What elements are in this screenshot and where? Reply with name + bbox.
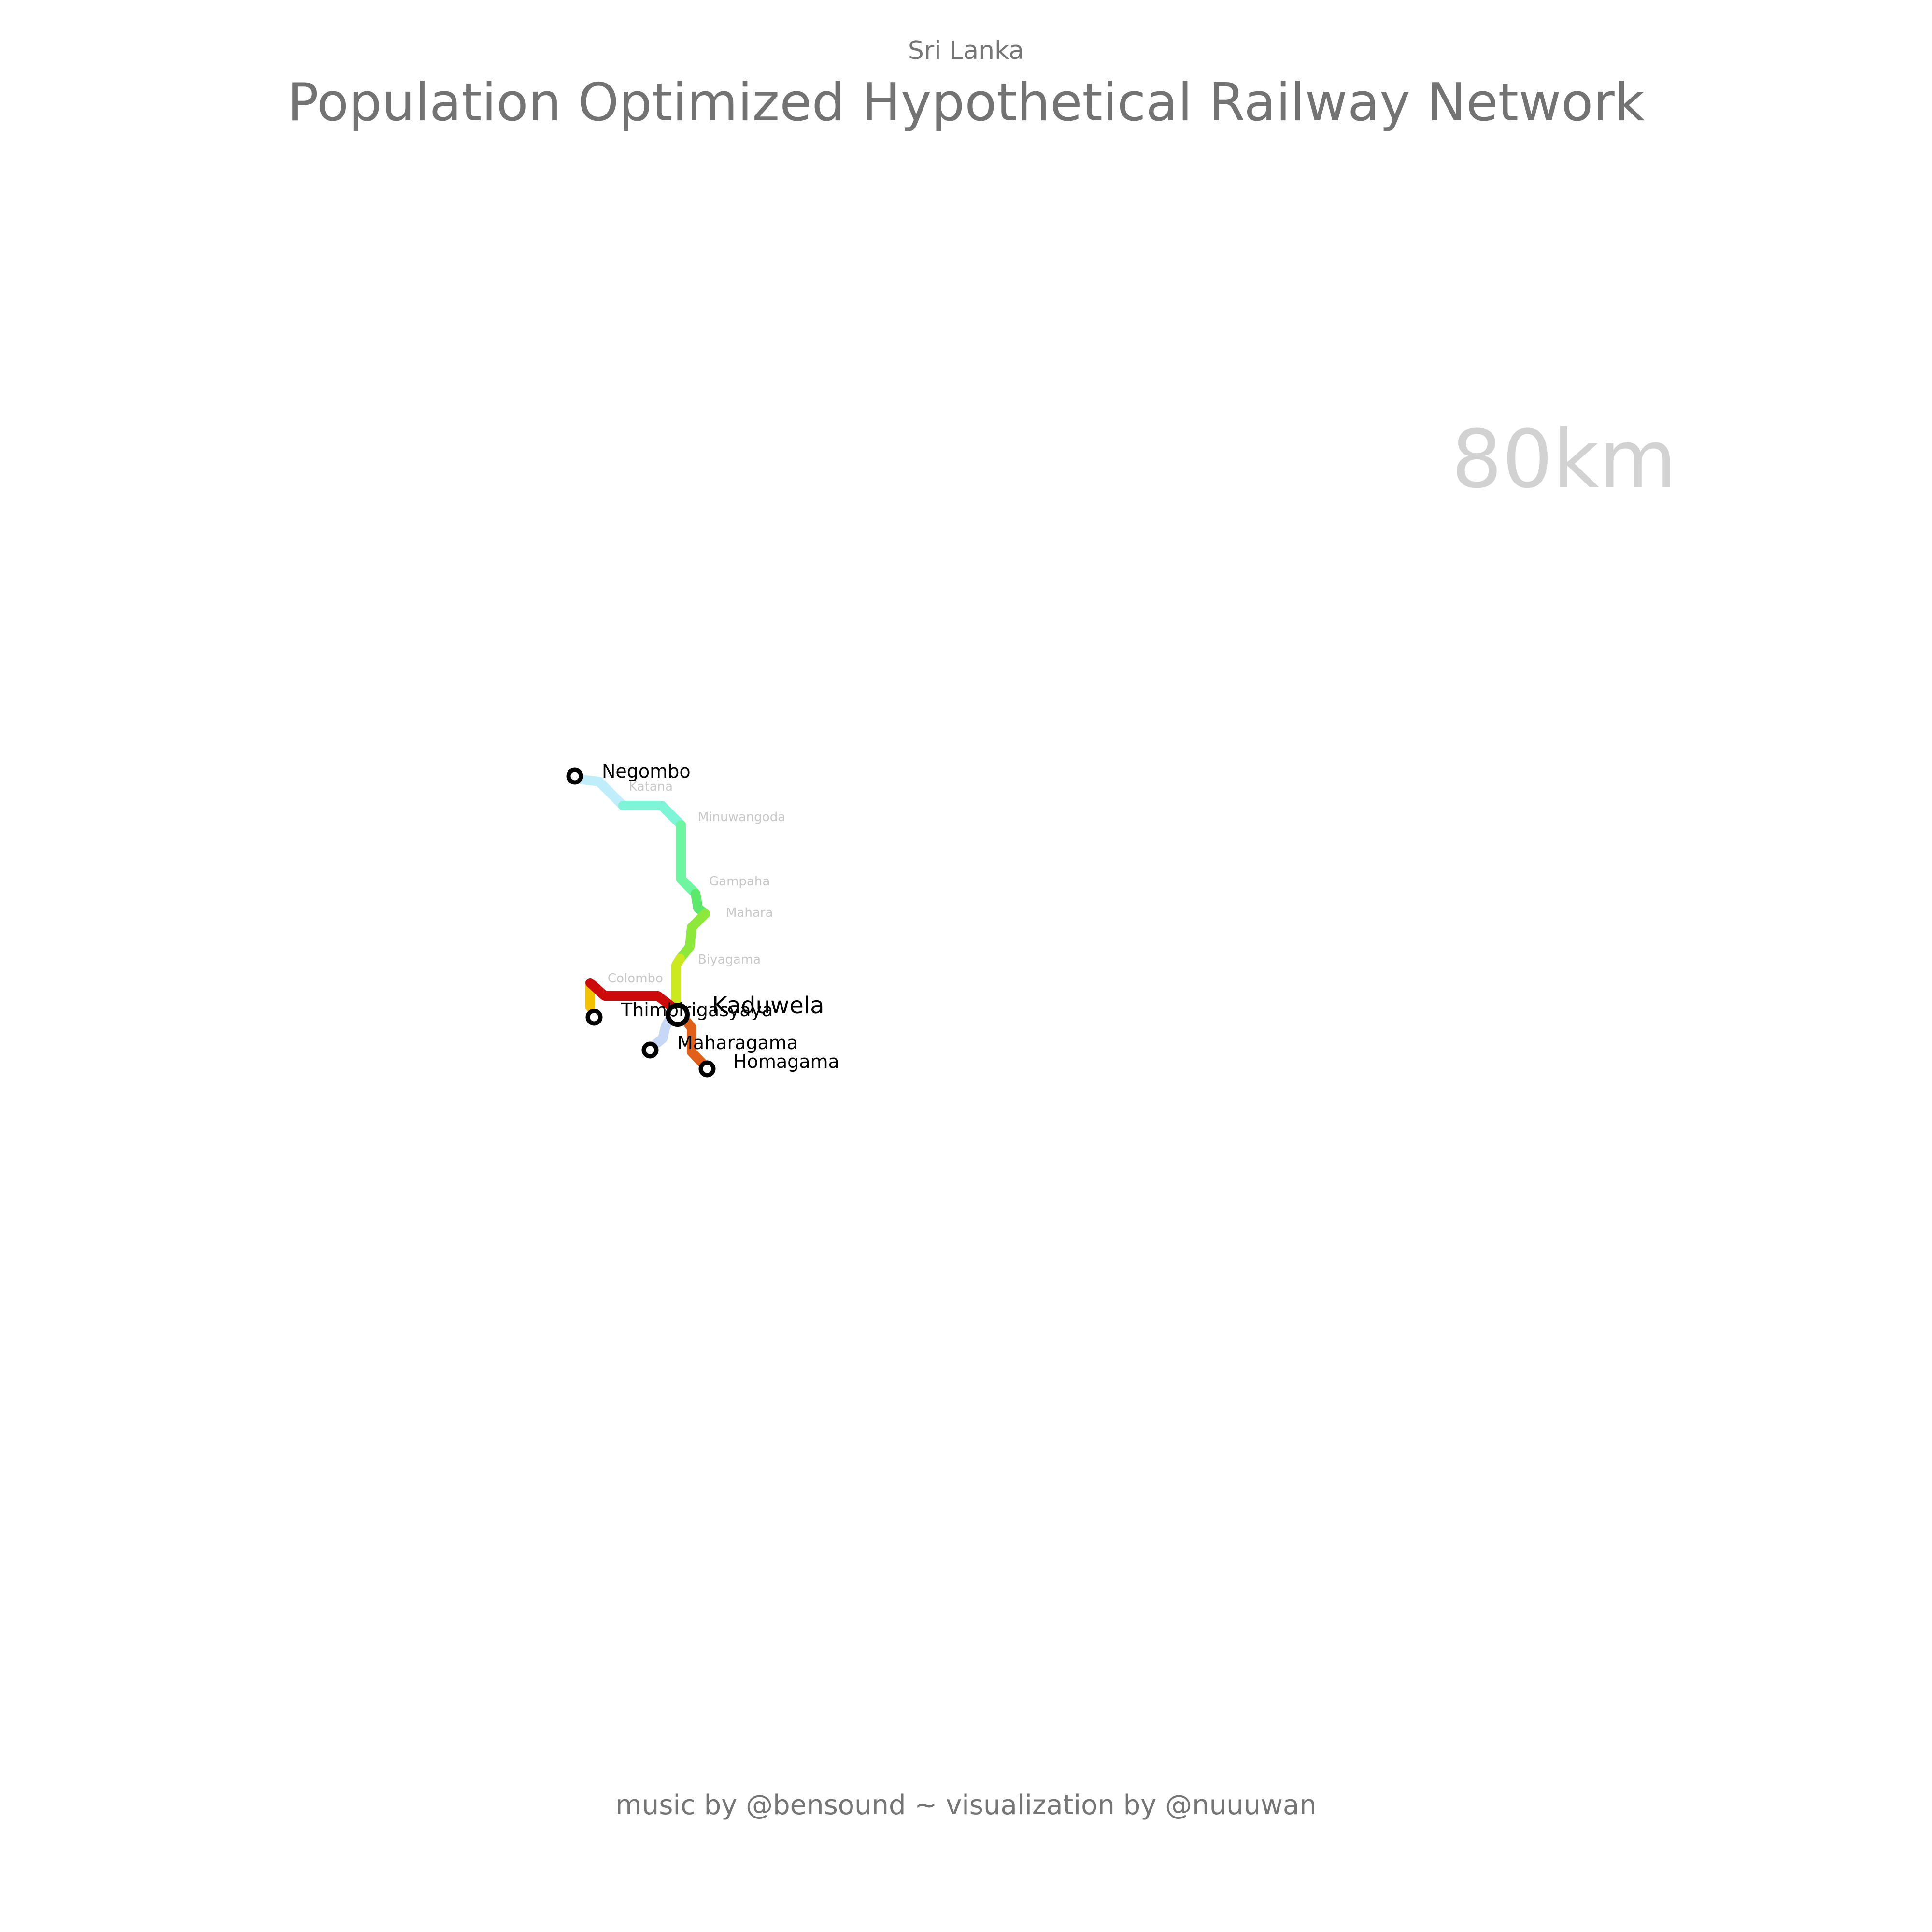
- station-label-biyagama: Biyagama: [698, 952, 761, 967]
- station-label-colombo: Colombo: [608, 971, 663, 986]
- station-marker-thimbirigasyaya: [585, 1009, 603, 1026]
- line-mahara-biyagama: [675, 909, 710, 964]
- station-marker-kaduwela: [666, 1003, 690, 1027]
- line-biyagama-kaduwela: [671, 954, 685, 1009]
- station-label-minuwangoda: Minuwangoda: [698, 810, 785, 824]
- station-label-homagama: Homagama: [733, 1051, 839, 1072]
- line-minuwangoda-gampaha: [676, 820, 700, 898]
- station-label-kaduwela: Kaduwela: [712, 992, 824, 1019]
- map-subtitle: Sri Lanka: [908, 36, 1024, 65]
- station-marker-homagama: [698, 1060, 716, 1078]
- distance-readout: 80km: [1451, 413, 1677, 506]
- line-katana-minuwangoda: [618, 801, 686, 830]
- station-label-katana: Katana: [629, 780, 673, 794]
- station-marker-negombo: [566, 767, 583, 785]
- line-negombo-katana: [569, 774, 628, 810]
- station-label-negombo: Negombo: [602, 761, 691, 782]
- station-label-maharagama: Maharagama: [677, 1032, 798, 1053]
- station-marker-maharagama: [641, 1041, 659, 1059]
- station-label-mahara: Mahara: [726, 906, 773, 920]
- credits-footer: music by @bensound ~ visualization by @n…: [615, 1790, 1317, 1821]
- line-colombo-kaduwela: [585, 978, 677, 1012]
- station-label-thimbirigasyaya: Thimbirigasyaya: [621, 999, 773, 1021]
- station-label-gampaha: Gampaha: [709, 874, 770, 889]
- map-title: Population Optimized Hypothetical Railwa…: [287, 72, 1645, 133]
